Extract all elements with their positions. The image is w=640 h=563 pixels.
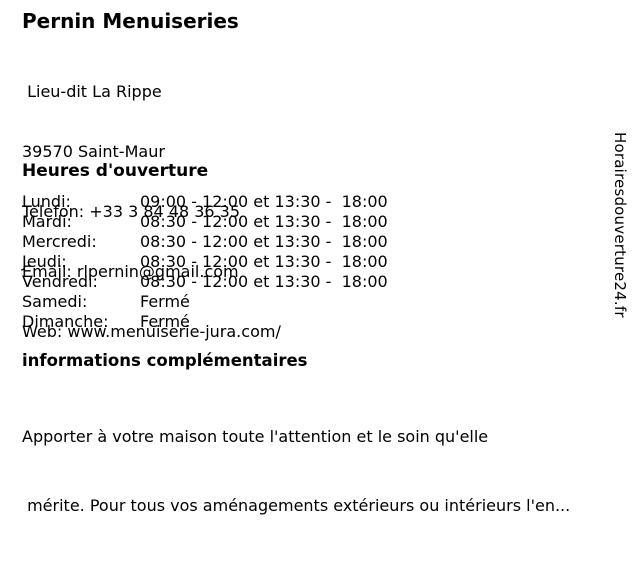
- day-label: Mercredi:: [22, 232, 97, 251]
- additional-info-heading: informations complémentaires: [22, 351, 308, 370]
- hours-row-wednesday: Mercredi: 08:30 - 12:00 et 13:30 - 18:00: [22, 232, 388, 252]
- day-hours: 08:30 - 12:00 et 13:30 - 18:00: [140, 212, 388, 231]
- page-title: Pernin Menuiseries: [22, 9, 239, 33]
- day-label: Jeudi:: [22, 252, 67, 271]
- hours-row-saturday: Samedi: Fermé: [22, 292, 388, 312]
- hours-row-tuesday: Mardi: 08:30 - 12:00 et 13:30 - 18:00: [22, 212, 388, 232]
- info-line-1: Apporter à votre maison toute l'attentio…: [22, 427, 489, 446]
- web-line: Web: www.menuiserie-jura.com/: [22, 322, 281, 341]
- additional-info-text: Apporter à votre maison toute l'attentio…: [22, 379, 607, 563]
- contact-block: Lieu-dit La Rippe 39570 Saint-Maur Telef…: [22, 42, 281, 382]
- hours-row-friday: Vendredi: 08:30 - 12:00 et 13:30 - 18:00: [22, 272, 388, 292]
- day-label: Samedi:: [22, 292, 88, 311]
- hours-row-sunday: Dimanche: Fermé: [22, 312, 388, 332]
- email-line: Email: rlpernin@gmail.com: [22, 262, 239, 281]
- address-line-2: 39570 Saint-Maur: [22, 142, 165, 161]
- opening-hours-heading: Heures d'ouverture: [22, 161, 209, 181]
- site-watermark: Horairesdouverture24.fr: [611, 132, 629, 318]
- day-hours: 09:00 - 12:00 et 13:30 - 18:00: [140, 192, 388, 211]
- day-label: Dimanche:: [22, 312, 109, 331]
- day-hours: 08:30 - 12:00 et 13:30 - 18:00: [140, 252, 388, 271]
- hours-row-monday: Lundi: 09:00 - 12:00 et 13:30 - 18:00: [22, 192, 388, 212]
- hours-row-thursday: Jeudi: 08:30 - 12:00 et 13:30 - 18:00: [22, 252, 388, 272]
- day-hours: Fermé: [140, 292, 190, 311]
- business-listing-page: Pernin Menuiseries Lieu-dit La Rippe 395…: [22, 9, 629, 515]
- day-hours: 08:30 - 12:00 et 13:30 - 18:00: [140, 272, 388, 291]
- day-label: Mardi:: [22, 212, 72, 231]
- opening-hours-table: Lundi: 09:00 - 12:00 et 13:30 - 18:00 Ma…: [22, 192, 388, 332]
- day-label: Lundi:: [22, 192, 71, 211]
- info-line-2: mérite. Pour tous vos aménagements extér…: [22, 496, 571, 515]
- address-line-1: Lieu-dit La Rippe: [22, 82, 162, 101]
- day-label: Vendredi:: [22, 272, 98, 291]
- phone-line: Telefon: +33 3 84 48 36 35: [22, 202, 241, 221]
- day-hours: 08:30 - 12:00 et 13:30 - 18:00: [140, 232, 388, 251]
- day-hours: Fermé: [140, 312, 190, 331]
